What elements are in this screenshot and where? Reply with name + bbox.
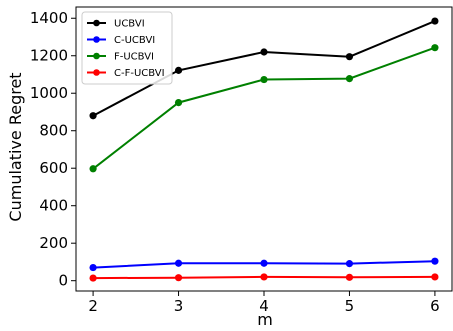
y-tick-label: 0 — [58, 272, 68, 290]
data-point-c-f-ucbvi-4 — [260, 273, 268, 281]
legend-label-ucbvi: UCBVI — [114, 19, 145, 30]
y-tick-label: 200 — [39, 234, 68, 252]
data-point-ucbvi-3 — [174, 66, 183, 74]
x-tick-label: 4 — [259, 297, 269, 315]
axes: 2 3 4 5 6 0 200 400 600 800 1000 1200 1400 — [30, 6, 453, 315]
x-tick-label: 3 — [174, 297, 184, 315]
data-point-f-ucbvi-2 — [89, 165, 97, 173]
legend-label-c-ucbvi: C-UCBVI — [114, 35, 155, 46]
data-point-c-f-ucbvi-5 — [345, 273, 354, 281]
data-point-c-ucbvi-4 — [260, 259, 268, 267]
data-point-ucbvi-2 — [89, 112, 97, 120]
legend-label-f-ucbvi: F-UCBVI — [114, 52, 154, 63]
data-point-c-ucbvi-3 — [174, 259, 183, 267]
legend-label-c-f-ucbvi: C-F-UCBVI — [114, 68, 165, 79]
data-point-f-ucbvi-4 — [260, 75, 268, 84]
legend: UCBVI C-UCBVI F-UCBVI C-F-UCBVI — [81, 11, 173, 85]
data-point-c-ucbvi-6 — [431, 257, 439, 265]
legend-marker-ucbvi — [93, 19, 100, 27]
data-point-f-ucbvi-5 — [345, 75, 354, 83]
plot-area — [89, 17, 439, 282]
data-point-ucbvi-4 — [260, 48, 268, 56]
data-point-f-ucbvi-6 — [431, 44, 439, 52]
data-point-c-ucbvi-5 — [345, 260, 354, 268]
legend-box — [81, 11, 173, 85]
x-axis-label: m — [257, 310, 273, 329]
data-point-c-f-ucbvi-2 — [89, 274, 97, 282]
data-point-c-ucbvi-2 — [89, 263, 97, 272]
data-point-ucbvi-5 — [345, 53, 354, 61]
legend-marker-f-ucbvi — [93, 52, 100, 60]
x-tick-label: 2 — [88, 297, 98, 315]
data-point-f-ucbvi-3 — [174, 99, 183, 107]
data-point-ucbvi-6 — [431, 17, 439, 25]
y-tick-label: 400 — [39, 197, 68, 215]
y-tick-label: 1400 — [30, 9, 68, 27]
data-point-c-f-ucbvi-6 — [431, 273, 439, 281]
y-tick-label: 600 — [39, 159, 68, 177]
legend-marker-c-f-ucbvi — [93, 69, 100, 76]
x-tick-label: 6 — [430, 297, 440, 315]
y-tick-label: 1000 — [30, 84, 68, 102]
data-point-c-f-ucbvi-3 — [174, 274, 183, 282]
y-axis-label: Cumulative Regret — [6, 72, 25, 221]
y-tick-label: 1200 — [30, 47, 68, 65]
legend-marker-c-ucbvi — [93, 36, 100, 43]
y-tick-label: 800 — [39, 122, 68, 140]
x-tick-label: 5 — [345, 297, 355, 315]
